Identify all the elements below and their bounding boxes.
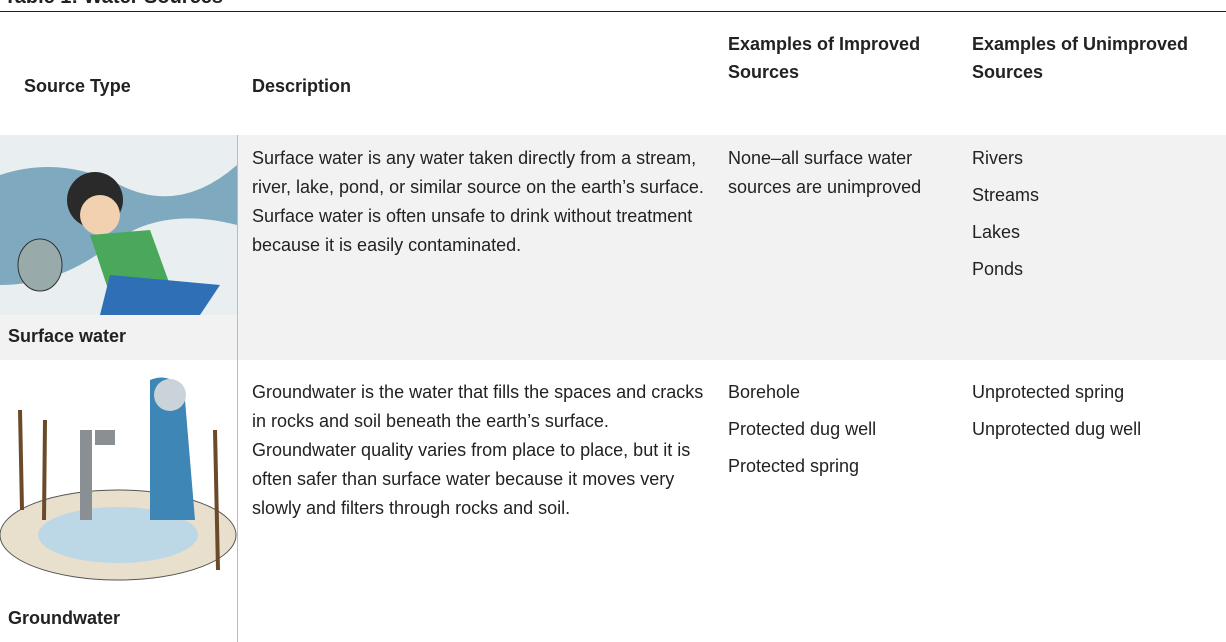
page: Table 1: Water Sources Source Type Descr…	[0, 0, 1226, 642]
groundwater-illustration	[0, 370, 237, 590]
column-divider	[237, 360, 238, 642]
header-cell: Description	[252, 72, 351, 100]
list-item: Rivers	[972, 144, 1212, 173]
list-item: None–all surface water sources are unimp…	[728, 144, 943, 202]
improved-list: Borehole Protected dug well Protected spri…	[728, 378, 958, 489]
list-item: Streams	[972, 181, 1212, 210]
top-rule	[0, 11, 1226, 12]
header-cell: Source Type	[24, 72, 131, 100]
list-item: Borehole	[728, 378, 958, 407]
source-type: Surface water	[8, 326, 126, 347]
list-item: Ponds	[972, 255, 1212, 284]
unimproved-list: Unprotected spring Unprotected dug well	[972, 378, 1222, 452]
column-divider	[237, 135, 238, 360]
list-item: Unprotected spring	[972, 378, 1222, 407]
header-cell: Examples of Unimproved Sources	[972, 30, 1212, 86]
source-type: Groundwater	[8, 608, 120, 629]
list-item: Lakes	[972, 218, 1212, 247]
header-cell: Examples of Improved Sources	[728, 30, 948, 86]
list-item: Protected spring	[728, 452, 958, 481]
surface-water-illustration	[0, 135, 237, 315]
list-item: Protected dug well	[728, 415, 958, 444]
unimproved-list: Rivers Streams Lakes Ponds	[972, 144, 1212, 292]
list-item: Unprotected dug well	[972, 415, 1222, 444]
description: Groundwater is the water that fills the …	[252, 378, 712, 523]
table-title: Table 1: Water Sources	[4, 0, 223, 9]
improved-list: None–all surface water sources are unimp…	[728, 144, 943, 210]
description: Surface water is any water taken directl…	[252, 144, 712, 260]
